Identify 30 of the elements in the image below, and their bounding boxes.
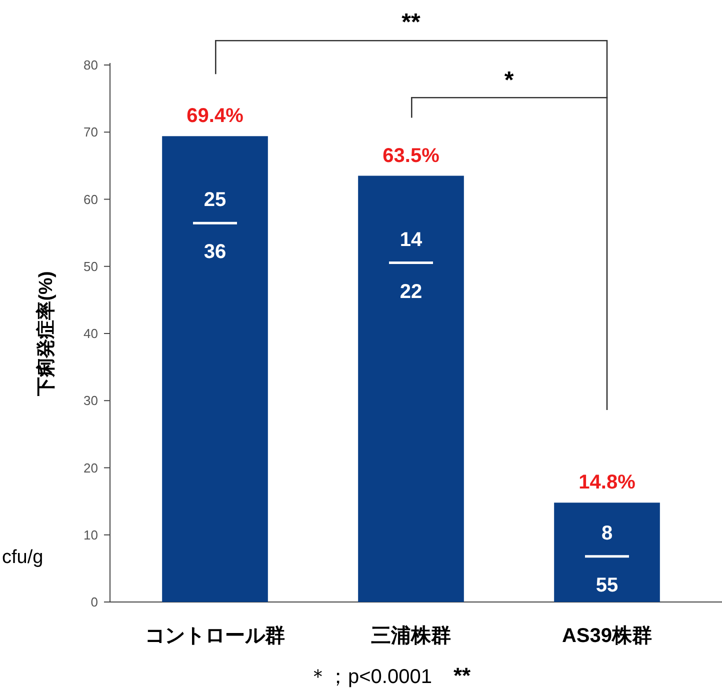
annotation: 8	[601, 522, 613, 544]
text: cfu/g	[2, 547, 44, 568]
annotation: 14	[400, 228, 423, 251]
annotation: 25	[204, 189, 226, 212]
y-tick-label: 0	[90, 594, 98, 610]
annotation: 55	[596, 574, 618, 596]
y-tick-label: 80	[84, 58, 98, 72]
y-tick-label: 40	[84, 326, 98, 341]
y-tick-label: 50	[84, 258, 98, 274]
y-axis-title: 下痢発症率(%)	[35, 271, 57, 397]
bar	[358, 176, 464, 602]
x-tick-label: AS39株群	[562, 625, 652, 647]
data-label: 69.4%	[186, 105, 244, 128]
annotation: 36	[204, 241, 226, 264]
text: **	[402, 9, 421, 36]
y-tick-label: 10	[84, 527, 98, 542]
text: ＊；p<0.0001	[308, 666, 432, 688]
y-tick-label: 60	[84, 192, 98, 207]
data-label: 63.5%	[382, 144, 440, 167]
bar	[162, 136, 268, 602]
annotation: 22	[400, 280, 422, 303]
data-label: 14.8%	[578, 472, 636, 494]
y-tick-label: 30	[84, 393, 98, 408]
text: **	[453, 663, 471, 688]
annotation: *	[504, 67, 514, 94]
y-tick-label: 20	[84, 460, 98, 476]
bar	[554, 502, 660, 602]
x-tick-label: コントロール群	[145, 625, 285, 647]
y-tick-label: 70	[84, 124, 98, 140]
x-tick-label: 三浦株群	[371, 625, 451, 647]
